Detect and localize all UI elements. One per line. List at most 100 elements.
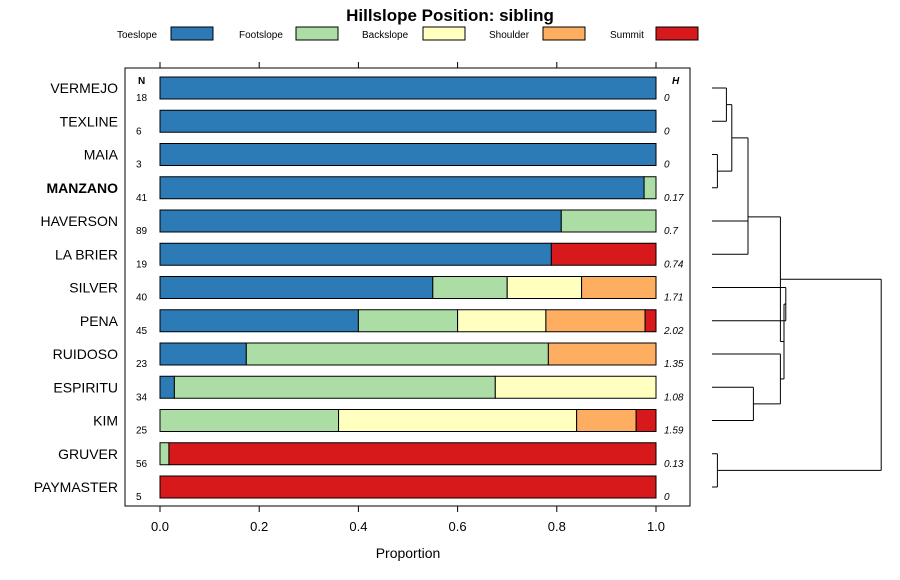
h-value: 1.08 [664, 392, 684, 403]
bar-segment-summit [159, 475, 657, 499]
site-label: KIM [93, 413, 118, 429]
row-espiritu: ESPIRITU 34 1.08 [53, 375, 684, 403]
legend-swatch-shoulder [542, 26, 586, 41]
bar-segment-toeslope [159, 76, 657, 100]
x-axis: 0.0 0.2 0.4 0.6 0.8 1.0 [151, 62, 665, 534]
site-label: PENA [80, 313, 119, 329]
bar-segment-toeslope [159, 143, 657, 166]
site-label: SILVER [69, 280, 118, 296]
bar-segment-toeslope [159, 276, 434, 299]
legend-label-backslope: Backslope [362, 30, 409, 41]
bar-segment-backslope [506, 276, 583, 299]
legend-label-footslope: Footslope [239, 30, 283, 41]
n-value: 19 [136, 259, 148, 270]
site-label: MANZANO [46, 180, 118, 196]
h-value: 0 [664, 492, 670, 503]
bar-segment-footslope [173, 375, 496, 399]
row-kim: KIM 25 1.59 [93, 409, 684, 437]
site-label: LA BRIER [55, 246, 118, 262]
h-value: 0.17 [664, 193, 684, 204]
n-value: 5 [136, 492, 142, 503]
bar-segment-shoulder [576, 409, 637, 432]
row-la-brier: LA BRIER 19 0.74 [55, 242, 684, 270]
bar-segment-summit [168, 442, 657, 466]
bar-segment-backslope [494, 375, 657, 399]
h-value: 0 [664, 160, 670, 171]
legend-label-summit: Summit [610, 30, 644, 41]
bar-segment-toeslope [159, 109, 657, 133]
bar-segment-toeslope [159, 176, 645, 200]
h-value: 1.35 [664, 359, 684, 370]
row-texline: TEXLINE 6 0 [60, 109, 670, 137]
legend-swatch-backslope [422, 26, 466, 41]
site-label: TEXLINE [60, 113, 118, 129]
bar-segment-footslope [159, 442, 170, 466]
n-value: 6 [136, 126, 142, 137]
n-value: 34 [136, 392, 148, 403]
bar-segment-footslope [159, 409, 340, 432]
row-manzano: MANZANO 41 0.17 [46, 176, 684, 204]
bar-segment-footslope [560, 209, 657, 233]
x-axis-label: Proportion [376, 545, 441, 561]
row-pena: PENA 45 2.02 [80, 309, 684, 337]
bar-segment-toeslope [159, 309, 359, 333]
n-value: 40 [136, 293, 148, 304]
h-value: 1.59 [664, 426, 684, 437]
legend-swatch-summit [655, 26, 699, 41]
bar-segment-toeslope [159, 209, 562, 233]
row-haverson: HAVERSON 89 0.7 [40, 209, 678, 237]
site-label: VERMEJO [50, 80, 118, 96]
row-maia: MAIA 3 0 [84, 143, 670, 171]
plot-frame [124, 67, 691, 507]
h-value: 0.74 [664, 259, 684, 270]
n-value: 89 [136, 226, 148, 237]
bar-segment-toeslope [159, 242, 552, 266]
h-value: 0.13 [664, 459, 684, 470]
h-header: H [672, 76, 680, 87]
site-label: RUIDOSO [53, 346, 118, 362]
h-value: 2.02 [663, 326, 684, 337]
chart-title: Hillslope Position: sibling [346, 6, 554, 25]
bar-rows: VERMEJO 18 0 TEXLINE 6 0 MAIA 3 0 MANZANO 41 0.17 HA… [34, 76, 684, 503]
bar-segment-summit [644, 309, 657, 333]
row-silver: SILVER 40 1.71 [69, 276, 683, 304]
site-label: GRUVER [58, 446, 118, 462]
tick-label: 0.0 [151, 519, 169, 534]
bar-segment-backslope [338, 409, 578, 432]
site-label: PAYMASTER [34, 479, 118, 495]
legend-label-toeslope: Toeslope [117, 30, 157, 41]
legend: Toeslope Footslope Backslope Shoulder Summit [117, 26, 699, 41]
n-value: 41 [136, 193, 148, 204]
legend-label-shoulder: Shoulder [489, 30, 530, 41]
h-value: 0 [664, 126, 670, 137]
row-paymaster: PAYMASTER 5 0 [34, 475, 670, 503]
bar-segment-summit [635, 409, 657, 432]
tick-label: 0.2 [250, 519, 268, 534]
bar-segment-shoulder [545, 309, 646, 333]
tick-label: 0.4 [349, 519, 367, 534]
tick-label: 0.8 [548, 519, 566, 534]
n-header: N [138, 76, 145, 87]
row-vermejo: VERMEJO 18 0 [50, 76, 670, 104]
bar-segment-footslope [357, 309, 459, 333]
row-ruidoso: RUIDOSO 23 1.35 [53, 342, 684, 370]
bar-segment-footslope [432, 276, 508, 299]
site-label: ESPIRITU [53, 379, 118, 395]
h-value: 0.7 [664, 226, 678, 237]
bar-segment-shoulder [581, 276, 657, 299]
bar-segment-toeslope [159, 342, 247, 366]
bar-segment-shoulder [547, 342, 657, 366]
legend-swatch-toeslope [170, 26, 214, 41]
site-label: HAVERSON [40, 213, 118, 229]
bar-segment-toeslope [159, 375, 175, 399]
bar-segment-backslope [457, 309, 547, 333]
bar-segment-footslope [245, 342, 549, 366]
n-value: 18 [136, 93, 148, 104]
n-value: 3 [136, 160, 142, 171]
n-value: 25 [136, 426, 148, 437]
site-label: MAIA [84, 147, 119, 163]
h-value: 1.71 [664, 293, 683, 304]
tick-label: 0.6 [449, 519, 467, 534]
bar-segment-footslope [643, 176, 657, 200]
